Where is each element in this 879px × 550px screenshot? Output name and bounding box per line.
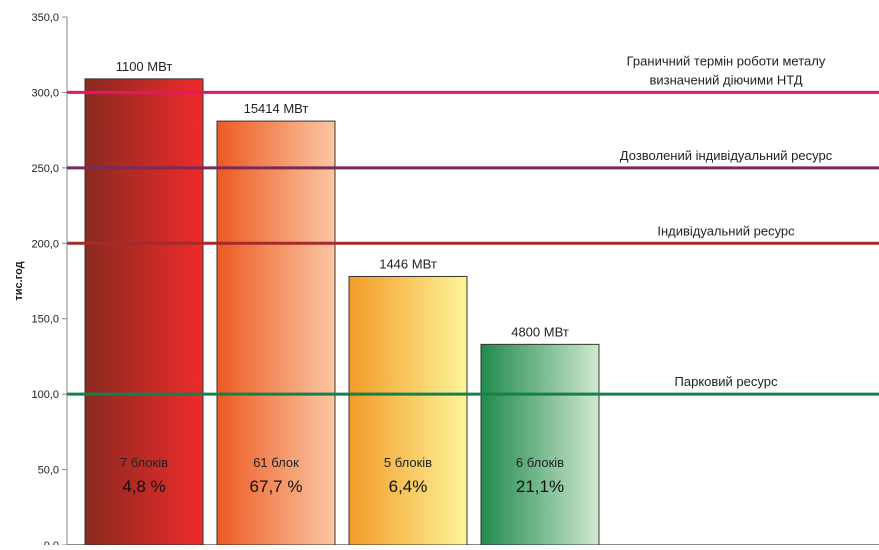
y-tick-label: 300,0 — [31, 87, 59, 99]
bar-group: 1446 МВт 5 блоків 6,4% — [348, 256, 468, 546]
bar-percent-label: 67,7 % — [250, 477, 303, 496]
reference-line-label: Граничний термін роботи металу — [627, 53, 826, 68]
bar-units-label: 6 блоків — [516, 455, 564, 470]
bar-capacity-label: 1100 МВт — [116, 59, 173, 74]
reference-line-label: Парковий ресурс — [675, 374, 778, 389]
y-tick-label: 250,0 — [31, 163, 59, 175]
reference-lines: Граничний термін роботи металу визначений… — [67, 53, 879, 396]
y-tick-label: 0,0 — [44, 540, 59, 545]
bar — [480, 343, 600, 546]
reference-line-label: визначений діючими НТД — [649, 72, 802, 87]
y-axis-label: тис.год — [13, 261, 25, 300]
y-ticks: 0,0 50,0 100,0 150,0 200,0 250,0 300,0 350,0 — [31, 12, 67, 550]
reference-line-label: Дозволений індивідуальний ресурс — [620, 148, 833, 163]
bar — [84, 78, 204, 546]
bar — [348, 275, 468, 546]
bar-group: 1100 МВт 7 блоків 4,8 % — [84, 59, 204, 546]
bar-percent-label: 6,4% — [389, 477, 428, 496]
bar-units-label: 61 блок — [253, 455, 299, 470]
bar-capacity-label: 4800 МВт — [511, 324, 569, 339]
bar-group: 15414 МВт 61 блок 67,7 % — [216, 101, 336, 546]
reference-line-group: Парковий ресурс — [67, 374, 879, 396]
y-tick-label: 150,0 — [31, 314, 59, 326]
bar-group: 4800 МВт 6 блоків 21,1% — [480, 324, 600, 546]
y-tick-label: 350,0 — [31, 12, 59, 24]
bar-percent-label: 21,1% — [516, 477, 564, 496]
bar-units-label: 7 блоків — [120, 455, 168, 470]
y-tick-label: 100,0 — [31, 389, 59, 401]
bar-percent-label: 4,8 % — [122, 477, 165, 496]
bar-units-label: 5 блоків — [384, 455, 432, 470]
y-tick-label: 50,0 — [38, 465, 59, 477]
bar-capacity-label: 15414 МВт — [244, 101, 309, 116]
bars: 1100 МВт 7 блоків 4,8 % 15414 МВт 61 блок 67,… — [84, 59, 600, 546]
bar-capacity-label: 1446 МВт — [379, 256, 437, 271]
reference-line-group: Індивідуальний ресурс — [67, 223, 879, 245]
reference-line-label: Індивідуальний ресурс — [657, 223, 795, 238]
y-tick-label: 200,0 — [31, 238, 59, 250]
bar — [216, 120, 336, 546]
reference-line-group: Дозволений індивідуальний ресурс — [67, 148, 879, 170]
reference-line-group: Граничний термін роботи металу визначений… — [67, 53, 879, 94]
